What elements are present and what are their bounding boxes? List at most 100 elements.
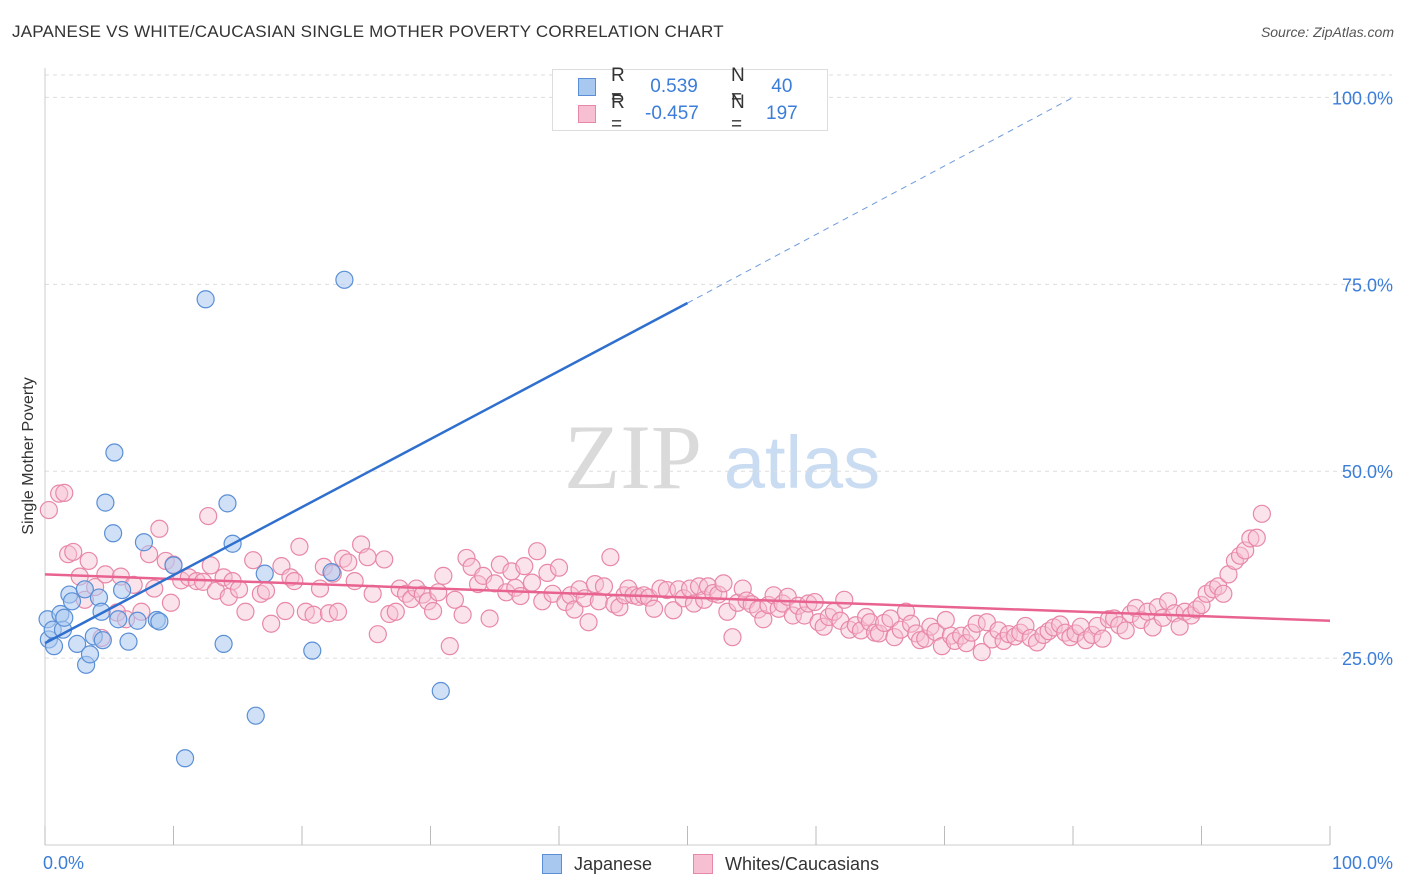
data-point-japanese xyxy=(105,443,124,462)
data-point-whites xyxy=(754,610,773,629)
data-point-whites xyxy=(901,614,921,633)
data-point-whites xyxy=(434,566,453,585)
x-tick-label: 0.0% xyxy=(43,853,84,873)
data-point-whites xyxy=(885,628,904,647)
data-point-whites xyxy=(229,580,249,599)
legend-r-value: -0.457 xyxy=(645,103,699,124)
data-point-whites xyxy=(161,593,181,612)
data-point-whites xyxy=(199,506,218,526)
data-point-whites xyxy=(1099,610,1119,629)
data-point-whites xyxy=(1192,595,1211,615)
data-point-japanese xyxy=(75,580,94,599)
data-point-whites xyxy=(1252,504,1271,523)
data-point-whites xyxy=(1116,621,1135,640)
data-point-japanese xyxy=(80,645,100,664)
data-point-whites xyxy=(528,542,547,561)
data-point-whites xyxy=(236,602,255,621)
bottom-legend-swatch-japanese xyxy=(542,854,562,874)
data-point-japanese xyxy=(109,610,128,629)
data-point-whites xyxy=(418,592,438,611)
data-point-japanese xyxy=(255,564,274,583)
legend-n-label: N = xyxy=(731,92,745,135)
data-point-whites xyxy=(835,590,854,609)
data-point-whites xyxy=(714,574,733,593)
bottom-legend-label-whites: Whites/Caucasians xyxy=(725,853,880,874)
chart-title: JAPANESE VS WHITE/CAUCASIAN SINGLE MOTHE… xyxy=(12,22,724,41)
data-point-japanese xyxy=(303,641,322,660)
data-point-whites xyxy=(733,579,752,598)
data-point-whites xyxy=(561,586,580,605)
data-point-japanese xyxy=(246,706,265,725)
data-point-whites xyxy=(201,556,220,575)
data-point-whites xyxy=(285,572,304,591)
data-point-whites xyxy=(1126,598,1146,618)
data-point-whites xyxy=(957,634,976,653)
legend-swatch-whites xyxy=(578,105,596,123)
data-point-whites xyxy=(375,550,394,569)
data-point-whites xyxy=(79,551,98,571)
data-point-japanese xyxy=(119,632,138,651)
data-point-whites xyxy=(549,558,569,577)
data-point-japanese xyxy=(218,494,237,513)
data-point-whites xyxy=(799,594,818,613)
data-point-japanese xyxy=(175,749,195,768)
bottom-legend-whites: Whites/Caucasians xyxy=(693,852,879,876)
legend-r-label: R = xyxy=(611,65,625,108)
data-point-whites xyxy=(345,572,364,591)
data-point-whites xyxy=(429,583,448,602)
y-tick-label: 25.0% xyxy=(1342,649,1393,669)
data-point-whites xyxy=(490,555,509,574)
data-point-whites xyxy=(319,604,339,623)
data-point-whites xyxy=(814,617,833,636)
data-point-whites xyxy=(522,573,542,592)
axes xyxy=(44,68,1331,846)
data-point-japanese xyxy=(112,580,132,600)
data-point-whites xyxy=(723,628,742,647)
legend-swatch-japanese xyxy=(578,78,596,96)
data-point-whites xyxy=(328,602,348,621)
bottom-legend-swatch-whites xyxy=(693,854,713,874)
data-point-japanese xyxy=(322,563,341,582)
data-point-whites xyxy=(1027,633,1047,652)
correlation-legend: R = 0.539 N = 40 R = -0.457 N = 197 xyxy=(552,65,828,135)
data-point-whites xyxy=(869,624,889,643)
data-point-whites xyxy=(1247,528,1266,547)
data-point-whites xyxy=(251,584,270,603)
trend-line-japanese xyxy=(44,301,689,645)
data-point-whites xyxy=(1214,584,1233,603)
trend-lines xyxy=(44,96,1331,645)
data-point-whites xyxy=(579,613,598,632)
data-point-whites xyxy=(244,551,263,570)
data-point-whites xyxy=(1148,598,1167,617)
data-point-whites xyxy=(982,630,1002,649)
data-point-whites xyxy=(480,609,499,628)
data-point-whites xyxy=(440,637,459,656)
data-point-japanese xyxy=(134,533,154,552)
watermark: ZIP atlas xyxy=(564,406,880,508)
watermark-atlas: atlas xyxy=(724,421,880,504)
data-point-whites xyxy=(310,579,330,598)
data-point-whites xyxy=(339,553,358,572)
data-point-whites xyxy=(962,623,981,642)
data-point-japanese xyxy=(68,634,87,654)
data-point-whites xyxy=(304,605,323,624)
data-point-whites xyxy=(921,617,940,636)
trend-line-japanese-extension xyxy=(687,96,1074,304)
gridlines xyxy=(45,74,1392,659)
data-point-whites xyxy=(610,598,629,617)
data-point-whites xyxy=(664,601,683,620)
data-point-whites xyxy=(276,601,295,621)
data-point-whites xyxy=(891,620,910,639)
bottom-legend-japanese: Japanese xyxy=(542,852,652,876)
data-point-whites xyxy=(1016,616,1035,636)
legend-n-value: 40 xyxy=(766,76,793,97)
whites-caucasians-series xyxy=(39,483,1271,662)
data-point-whites xyxy=(39,500,58,520)
data-point-whites xyxy=(457,548,476,568)
data-point-whites xyxy=(565,600,584,619)
legend-n-value: 197 xyxy=(766,103,798,124)
watermark-zip: ZIP xyxy=(564,406,702,508)
data-point-whites xyxy=(445,590,465,609)
legend-n-label: N = xyxy=(731,65,745,108)
